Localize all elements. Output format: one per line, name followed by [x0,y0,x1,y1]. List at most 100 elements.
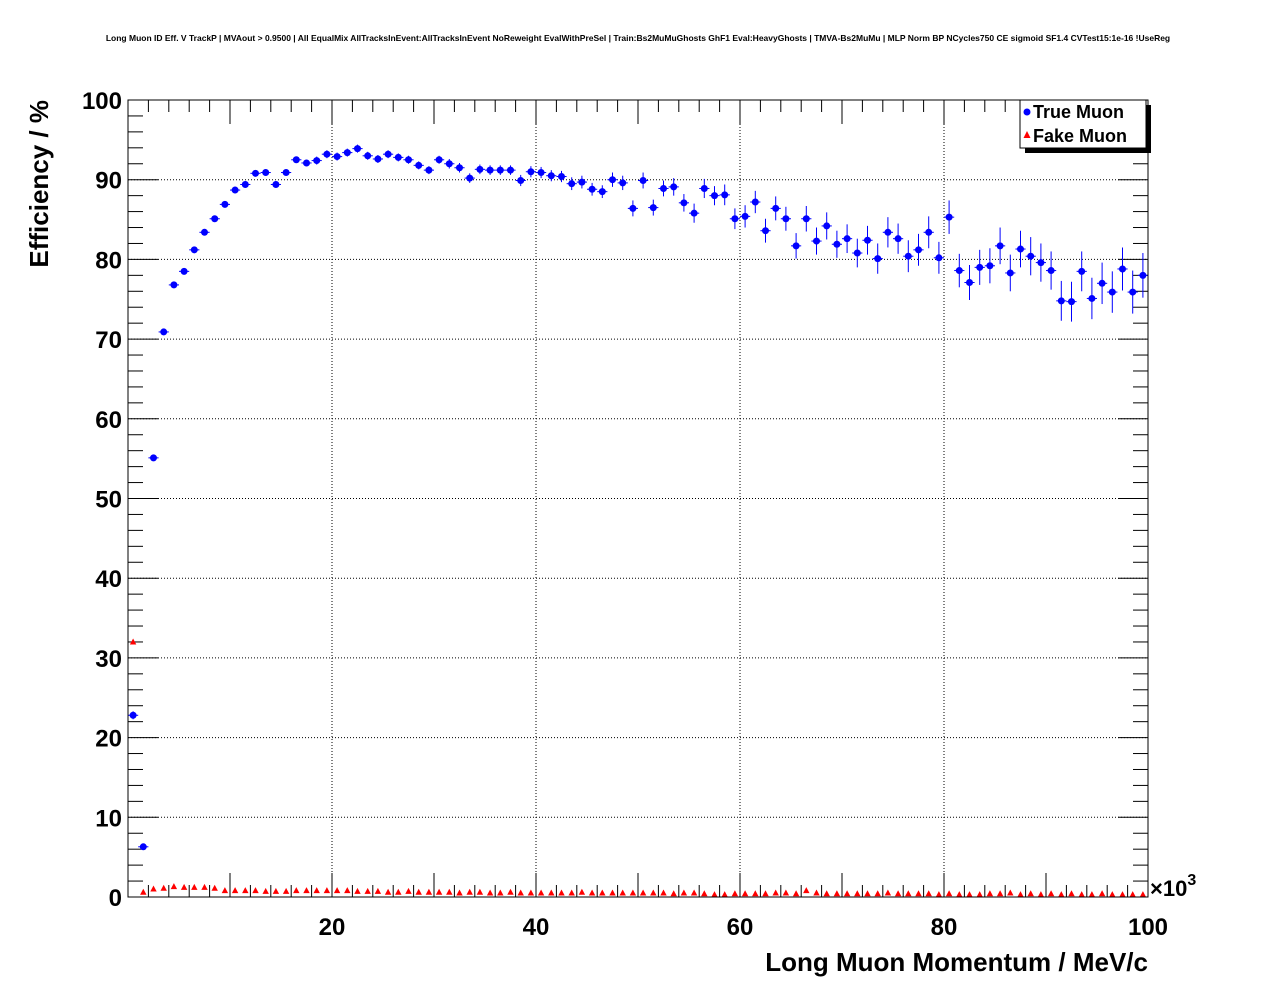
y-tick-label: 0 [109,885,122,912]
fake-muon-point [976,891,983,898]
fake-muon-point [568,889,575,896]
fake-muon-point [344,887,351,894]
true-muon-point [629,204,637,212]
true-muon-point [598,188,606,196]
true-muon-point [527,168,535,176]
fake-muon-point [1129,891,1136,898]
fake-muon-point [874,890,881,897]
fake-muon-point [558,889,565,896]
fake-muon-point [1017,891,1024,898]
true-muon-point [925,228,933,236]
y-axis-label: Efficiency / % [24,100,54,268]
true-muon-point [711,192,718,200]
fake-muon-point [996,890,1004,897]
fake-muon-point [578,888,586,895]
fake-muon-point [1058,891,1065,898]
fake-muon-point [1047,890,1055,897]
true-muon-point [660,184,667,192]
fake-muon-point [313,887,320,894]
true-muon-point [609,176,616,184]
fake-muon-point [415,888,422,895]
grid [128,100,1148,897]
fake-muon-point [537,889,545,896]
fake-muon-point [905,890,912,897]
y-tick-label: 10 [95,805,122,832]
true-muon-point [1006,269,1014,277]
fake-muon-point [242,887,249,894]
fake-muon-point [354,887,361,894]
fake-muon-point [384,888,392,895]
true-muon-point [1068,298,1075,306]
true-muon-point [772,204,780,212]
fake-muon-point [1078,891,1085,898]
fake-muon-point [772,889,779,896]
true-muon-point [405,156,412,164]
true-muon-point [792,242,800,250]
fake-muon-point [813,889,820,896]
true-muon-point [272,180,280,188]
fake-muon-point [150,885,157,892]
fake-muon-point [935,891,943,898]
y-tick-label: 30 [95,646,122,673]
fake-muon-point [262,887,269,894]
true-muon-point [843,235,851,243]
x-multiplier-exponent: 3 [1187,872,1196,889]
legend-box [1019,99,1147,149]
true-muon-point [670,183,678,191]
fake-muon-point [731,890,739,897]
fake-muon-point [894,890,902,897]
fake-muon-point [517,889,524,896]
true-muon-point [721,191,729,199]
true-muon-point [762,227,769,235]
x-tick-label: 80 [931,914,958,941]
true-muon-point [1027,252,1035,260]
fake-muon-point [823,890,830,897]
true-muon-point [547,172,555,180]
true-muon-point [558,173,565,181]
fake-muon-point [1098,890,1106,897]
true-muon-point [435,156,443,164]
plot-frame [127,99,1149,898]
chart-title: Long Muon ID Eff. V TrackP | MVAout > 0.… [105,33,1171,43]
true-muon-point [1108,288,1116,296]
true-muon-point [874,255,882,263]
fake-muon-point [293,887,300,894]
true-muon-point [129,711,137,719]
true-muon-point [507,166,514,174]
fake-muon-point [395,888,402,895]
true-muon-point [649,204,657,212]
fake-muon-point [364,887,371,894]
fake-muon-point [599,889,606,896]
fake-muon-point [711,891,718,898]
x-axis-label: Long Muon Momentum / MeV/c [765,947,1148,977]
true-muon-point [904,252,912,260]
fake-muon-point [854,890,861,897]
fake-muon-point [864,890,871,897]
fake-muon-point [435,888,443,895]
fake-muon-point [721,891,728,898]
true-muon-point [568,180,576,188]
true-muon-point [690,209,698,217]
fake-muon-point [272,887,280,894]
fake-muon-point [282,887,290,894]
true-muon-point [1139,271,1147,279]
fake-muon-point [945,890,953,897]
fake-muon-point [221,887,229,894]
true-muon-point [303,159,310,167]
fake-muon-point [660,889,667,896]
fake-muon-point [303,887,310,894]
y-tick-label: 60 [95,407,122,434]
true-muon-point [445,160,453,168]
fake-muon-point [140,888,147,895]
true-muon-point [333,153,341,161]
true-muon-point [211,215,219,223]
fake-muon-point [456,889,463,896]
fake-muon-point [1119,891,1126,898]
fake-muon-point [803,887,810,894]
fake-muon-point [180,883,188,890]
true-muon-point [425,166,433,174]
fake-muon-point [170,883,178,890]
fake-muon-point [160,884,167,891]
x-axis-multiplier: ×103 [1150,872,1196,901]
